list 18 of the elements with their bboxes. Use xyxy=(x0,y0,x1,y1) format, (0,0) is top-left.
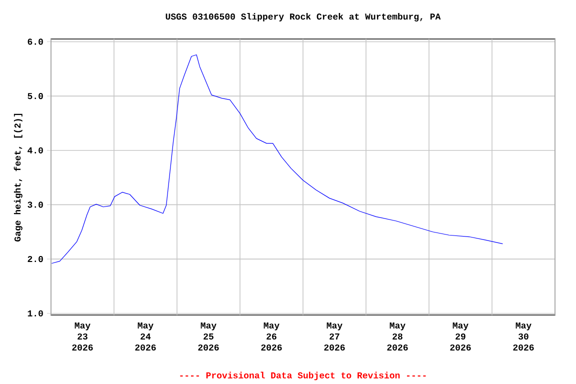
x-tick-label: May 23 2026 xyxy=(72,322,93,351)
y-tick-label: 4.0 xyxy=(28,147,43,154)
y-tick-label: 5.0 xyxy=(28,92,43,100)
text: ---- Provisional Data Subject to Revision ---- xyxy=(180,372,426,380)
y-tick-label: 3.0 xyxy=(28,202,43,208)
x-tick-label: May 29 2026 xyxy=(450,322,471,351)
line-series xyxy=(51,54,504,264)
y-tick-label: 2.0 xyxy=(28,256,43,262)
y-axis-title: Gage height, feet, [(2)] xyxy=(14,114,22,242)
x-tick-label: May 28 2026 xyxy=(387,322,408,351)
y-tick-label: 6.0 xyxy=(28,38,43,45)
x-tick-label: May 25 2026 xyxy=(198,322,219,351)
y-tick-label: 1.0 xyxy=(28,310,43,316)
x-tick-label: May 30 2026 xyxy=(513,322,534,351)
x-tick-label: May 26 2026 xyxy=(261,322,282,351)
x-tick-label: May 27 2026 xyxy=(324,322,345,351)
x-tick-label: May 24 2026 xyxy=(135,322,156,351)
chart-title: USGS 03106500 Slippery Rock Creek at Wurtemburg, PA xyxy=(166,13,441,22)
